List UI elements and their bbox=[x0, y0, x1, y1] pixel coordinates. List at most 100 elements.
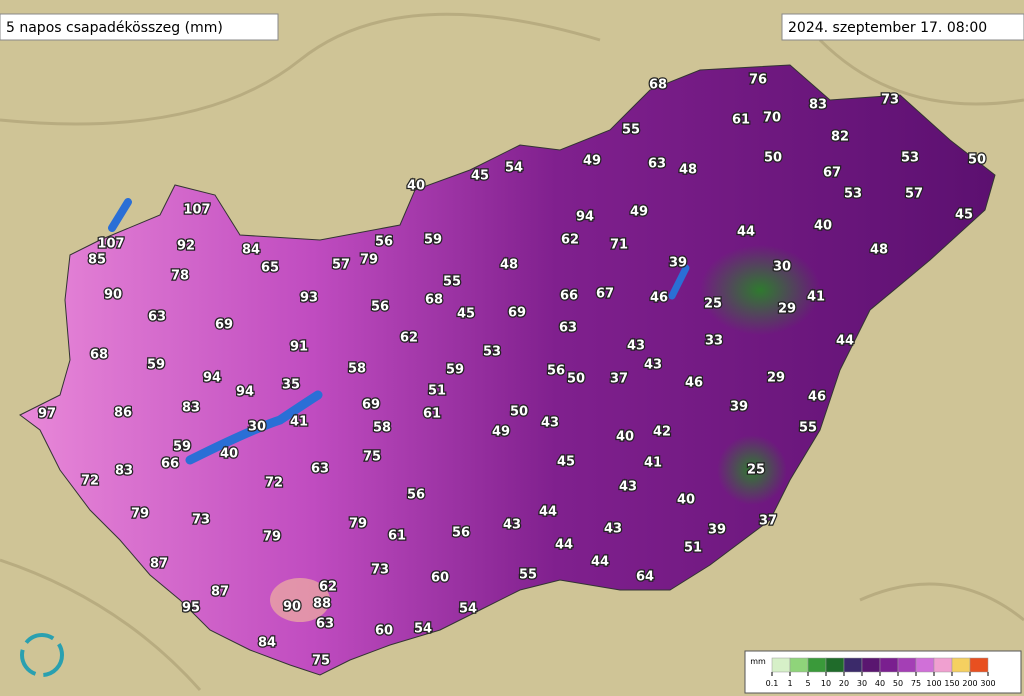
station-value: 39 bbox=[730, 400, 748, 415]
station-value: 53 bbox=[844, 187, 862, 202]
station-value: 66 bbox=[161, 457, 179, 472]
station-value: 42 bbox=[653, 425, 671, 440]
station-value: 88 bbox=[313, 597, 331, 612]
station-value: 59 bbox=[173, 440, 191, 455]
station-value: 97 bbox=[38, 407, 56, 422]
station-value: 35 bbox=[282, 378, 300, 393]
station-value: 59 bbox=[424, 233, 442, 248]
station-value: 50 bbox=[764, 151, 782, 166]
station-value: 64 bbox=[636, 570, 654, 585]
station-value: 63 bbox=[311, 462, 329, 477]
timestamp: 2024. szeptember 17. 08:00 bbox=[788, 20, 987, 36]
station-value: 39 bbox=[669, 256, 687, 271]
legend-swatch bbox=[861, 657, 881, 673]
legend-swatch bbox=[933, 657, 953, 673]
station-value: 48 bbox=[679, 163, 697, 178]
station-value: 54 bbox=[505, 161, 523, 176]
station-value: 72 bbox=[265, 476, 283, 491]
time-box bbox=[781, 13, 1024, 41]
station-value: 40 bbox=[814, 219, 832, 234]
station-value: 59 bbox=[446, 363, 464, 378]
station-value: 44 bbox=[591, 555, 609, 570]
station-value: 68 bbox=[90, 348, 108, 363]
station-value: 43 bbox=[503, 518, 521, 533]
station-value: 37 bbox=[759, 514, 777, 529]
station-value: 62 bbox=[561, 233, 579, 248]
station-value: 58 bbox=[348, 362, 366, 377]
station-value: 43 bbox=[604, 522, 622, 537]
low-area bbox=[717, 435, 787, 505]
station-value: 57 bbox=[905, 187, 923, 202]
station-value: 87 bbox=[150, 557, 168, 572]
legend-label: 30 bbox=[857, 679, 867, 688]
station-value: 43 bbox=[644, 358, 662, 373]
station-value: 55 bbox=[799, 421, 817, 436]
station-value: 90 bbox=[104, 288, 122, 303]
station-value: 56 bbox=[375, 235, 393, 250]
low-area bbox=[700, 245, 820, 335]
station-value: 55 bbox=[519, 568, 537, 583]
station-value: 46 bbox=[808, 390, 826, 405]
station-value: 84 bbox=[258, 636, 276, 651]
station-value: 83 bbox=[115, 464, 133, 479]
station-value: 63 bbox=[148, 310, 166, 325]
station-value: 45 bbox=[471, 169, 489, 184]
legend-label: 5 bbox=[805, 679, 810, 688]
station-value: 48 bbox=[870, 243, 888, 258]
legend-label: 40 bbox=[875, 679, 885, 688]
legend-swatch bbox=[915, 657, 935, 673]
station-value: 45 bbox=[557, 455, 575, 470]
station-value: 60 bbox=[375, 624, 393, 639]
station-value: 83 bbox=[182, 401, 200, 416]
legend-label: 50 bbox=[893, 679, 903, 688]
station-value: 56 bbox=[407, 488, 425, 503]
station-value: 73 bbox=[881, 93, 899, 108]
station-value: 46 bbox=[650, 291, 668, 306]
legend-label: 10 bbox=[821, 679, 831, 688]
station-value: 61 bbox=[732, 113, 750, 128]
station-value: 49 bbox=[630, 205, 648, 220]
station-value: 39 bbox=[708, 523, 726, 538]
legend-swatch bbox=[951, 657, 971, 673]
station-value: 67 bbox=[823, 166, 841, 181]
lake bbox=[108, 198, 132, 232]
station-value: 49 bbox=[583, 154, 601, 169]
station-value: 92 bbox=[177, 239, 195, 254]
legend-swatch bbox=[825, 657, 845, 673]
legend-swatch bbox=[897, 657, 917, 673]
station-value: 76 bbox=[749, 73, 767, 88]
station-value: 107 bbox=[183, 203, 210, 218]
station-value: 30 bbox=[773, 260, 791, 275]
station-value: 68 bbox=[425, 293, 443, 308]
legend-label: 150 bbox=[944, 679, 959, 688]
station-value: 43 bbox=[627, 339, 645, 354]
legend-label: 300 bbox=[980, 679, 995, 688]
station-value: 29 bbox=[778, 302, 796, 317]
station-value: 37 bbox=[610, 372, 628, 387]
station-value: 25 bbox=[704, 297, 722, 312]
station-value: 107 bbox=[97, 237, 124, 252]
station-value: 63 bbox=[648, 157, 666, 172]
station-value: 33 bbox=[705, 334, 723, 349]
station-value: 75 bbox=[312, 654, 330, 669]
station-value: 63 bbox=[316, 617, 334, 632]
station-value: 25 bbox=[747, 463, 765, 478]
station-value: 84 bbox=[242, 243, 260, 258]
station-value: 51 bbox=[684, 541, 702, 556]
station-value: 45 bbox=[955, 208, 973, 223]
station-value: 83 bbox=[809, 98, 827, 113]
station-value: 91 bbox=[290, 340, 308, 355]
station-value: 48 bbox=[500, 258, 518, 273]
legend-swatch bbox=[771, 657, 791, 673]
station-value: 95 bbox=[182, 601, 200, 616]
station-value: 49 bbox=[492, 425, 510, 440]
station-value: 59 bbox=[147, 358, 165, 373]
station-value: 57 bbox=[332, 258, 350, 273]
station-value: 54 bbox=[459, 602, 477, 617]
station-value: 44 bbox=[555, 538, 573, 553]
station-value: 87 bbox=[211, 585, 229, 600]
station-value: 79 bbox=[349, 517, 367, 532]
legend-swatch bbox=[807, 657, 827, 673]
station-value: 51 bbox=[428, 384, 446, 399]
